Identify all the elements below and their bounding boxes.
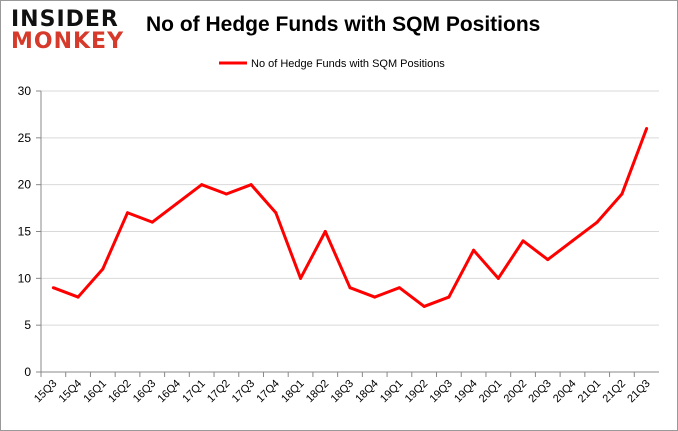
- data-point: [472, 248, 476, 252]
- data-point: [447, 295, 451, 299]
- data-point: [224, 192, 228, 196]
- x-tick-label: 17Q1: [180, 378, 208, 406]
- x-tick-label: 20Q3: [526, 378, 554, 406]
- x-tick-label: 21Q3: [625, 378, 653, 406]
- data-point: [348, 286, 352, 290]
- data-point: [521, 239, 525, 243]
- x-tick-label: 17Q2: [205, 378, 233, 406]
- x-tick-label: 16Q4: [156, 378, 184, 406]
- data-point: [150, 220, 154, 224]
- x-tick-label: 16Q1: [81, 378, 109, 406]
- x-tick-label: 20Q4: [551, 378, 579, 406]
- data-point: [274, 211, 278, 215]
- x-tick-label: 20Q1: [477, 378, 505, 406]
- data-point: [645, 126, 649, 130]
- x-tick-label: 19Q4: [452, 378, 480, 406]
- data-point: [299, 276, 303, 280]
- data-point: [620, 192, 624, 196]
- legend-label: No of Hedge Funds with SQM Positions: [251, 58, 445, 70]
- data-point: [546, 258, 550, 262]
- chart-title: No of Hedge Funds with SQM Positions: [146, 13, 541, 36]
- data-point: [397, 286, 401, 290]
- data-point: [323, 230, 327, 233]
- insider-monkey-logo: INSIDER MONKEY: [11, 9, 124, 53]
- x-tick-label: 17Q4: [254, 378, 282, 406]
- logo-line-2: MONKEY: [11, 29, 125, 54]
- x-tick-label: 18Q1: [279, 378, 307, 406]
- x-tick-label: 16Q2: [106, 378, 134, 406]
- y-tick-label: 25: [18, 131, 32, 145]
- data-point: [76, 295, 80, 299]
- x-tick-label: 17Q3: [230, 378, 258, 406]
- x-tick-label: 19Q3: [427, 378, 455, 406]
- data-point: [200, 183, 204, 187]
- y-tick-label: 15: [18, 225, 32, 239]
- data-point: [51, 286, 55, 290]
- data-point: [570, 239, 574, 243]
- y-tick-label: 20: [18, 178, 32, 192]
- data-point: [496, 276, 500, 280]
- x-tick-label: 15Q3: [32, 378, 60, 406]
- x-tick-label: 18Q3: [329, 378, 357, 406]
- x-tick-label: 19Q1: [378, 378, 406, 406]
- x-tick-label: 20Q2: [502, 378, 530, 406]
- x-tick-label: 19Q2: [403, 378, 431, 406]
- x-tick-label: 18Q2: [304, 378, 332, 406]
- y-tick-label: 5: [24, 318, 31, 332]
- data-point: [101, 267, 105, 271]
- logo-line-1: INSIDER: [11, 7, 119, 32]
- x-tick-label: 15Q4: [57, 378, 85, 406]
- y-tick-label: 30: [18, 84, 32, 98]
- data-point: [595, 220, 599, 224]
- data-point: [175, 201, 179, 205]
- x-tick-label: 16Q3: [131, 378, 159, 406]
- y-tick-label: 0: [24, 365, 31, 379]
- x-tick-label: 18Q4: [353, 378, 381, 406]
- data-point: [422, 304, 426, 308]
- x-tick-label: 21Q2: [601, 378, 629, 406]
- x-tick-label: 21Q1: [576, 378, 604, 406]
- data-point: [373, 295, 377, 299]
- data-point: [249, 183, 253, 187]
- y-tick-label: 10: [18, 271, 32, 285]
- data-point: [126, 211, 130, 215]
- series-line: [52, 127, 649, 308]
